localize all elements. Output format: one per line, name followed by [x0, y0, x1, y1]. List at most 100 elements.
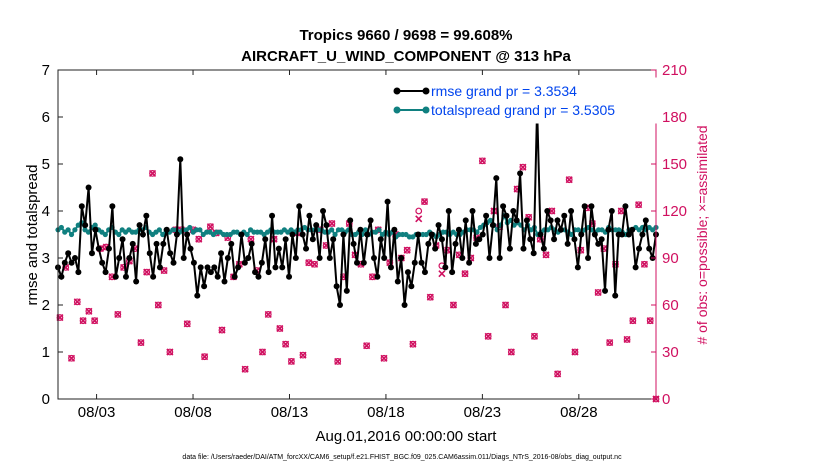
- obs-assimilated-marker: [646, 317, 654, 325]
- obs-assimilated-stroke: [195, 235, 203, 243]
- rmse-point: [343, 287, 350, 294]
- obs-assimilated-stroke: [571, 348, 579, 356]
- totalspread-point: [58, 224, 64, 231]
- rmse-point: [581, 203, 588, 210]
- rmse-point: [636, 245, 643, 252]
- obs-assimilated-marker: [409, 340, 417, 348]
- rmse-point: [238, 231, 245, 238]
- obs-assimilated-stroke: [137, 339, 145, 347]
- obs-assimilated-stroke: [536, 235, 544, 243]
- rmse-point: [370, 255, 377, 261]
- totalspread-point: [160, 231, 166, 238]
- obs-assimilated-marker: [334, 357, 342, 365]
- obs-assimilated-stroke: [478, 157, 486, 165]
- rmse-point: [82, 222, 89, 229]
- rmse-point: [88, 250, 95, 257]
- rmse-point: [163, 226, 170, 233]
- rmse-point: [99, 259, 106, 266]
- obs-assimilated-marker: [282, 340, 290, 348]
- y-tick-label-right: 210: [662, 62, 687, 79]
- y-tick-label-left: 4: [42, 203, 50, 220]
- rmse-point: [496, 255, 503, 261]
- rmse-point: [102, 269, 109, 276]
- obs-assimilated-stroke: [143, 268, 151, 276]
- rmse-point: [275, 245, 282, 252]
- obs-possible-marker: [594, 289, 602, 296]
- x-tick-label: 08/08: [174, 404, 212, 421]
- rmse-point: [557, 226, 564, 233]
- obs-assimilated-stroke: [380, 354, 388, 362]
- series-lines: [55, 104, 659, 308]
- obs-assimilated-stroke: [623, 335, 631, 344]
- obs-possible-marker: [299, 351, 307, 359]
- totalspread-point: [116, 231, 122, 238]
- rmse-point: [116, 255, 123, 261]
- rmse-point: [489, 222, 496, 229]
- obs-possible-marker: [160, 267, 168, 274]
- obs-assimilated-marker: [571, 348, 579, 356]
- rmse-point: [364, 231, 371, 238]
- rmse-point: [347, 217, 354, 224]
- obs-assimilated-marker: [73, 298, 81, 306]
- obs-assimilated-stroke: [67, 354, 76, 362]
- rmse-point: [187, 245, 194, 252]
- rmse-point: [483, 212, 490, 219]
- rmse-point: [303, 245, 310, 252]
- obs-possible-marker: [137, 339, 145, 347]
- rmse-point: [445, 208, 452, 214]
- x-tick-label: 08/28: [560, 404, 598, 421]
- legend-spread-marker-right: [422, 106, 430, 114]
- totalspread-point: [65, 227, 71, 233]
- legend-rmse-marker-right: [422, 87, 430, 95]
- obs-assimilated-stroke: [241, 365, 249, 373]
- rmse-point: [306, 212, 313, 219]
- totalspread-point: [362, 227, 369, 233]
- rmse-point: [510, 208, 517, 214]
- rmse-point: [432, 245, 439, 252]
- totalspread-point: [329, 227, 335, 233]
- rmse-point: [58, 273, 65, 280]
- obs-assimilated-stroke: [449, 301, 458, 309]
- rmse-point: [286, 273, 293, 280]
- totalspread-point: [487, 217, 494, 223]
- obs-assimilated-marker: [507, 348, 515, 356]
- legend: rmse grand pr = 3.3534 totalspread grand…: [391, 77, 657, 124]
- obs-assimilated-stroke: [420, 198, 429, 206]
- obs-assimilated-marker: [143, 268, 151, 276]
- rmse-point: [262, 236, 269, 243]
- obs-assimilated-marker: [461, 270, 469, 278]
- y-tick-label-left: 7: [42, 62, 50, 79]
- rmse-point: [190, 259, 197, 266]
- obs-assimilated-marker: [91, 317, 99, 325]
- rmse-point: [622, 203, 629, 210]
- rmse-point: [133, 278, 140, 285]
- obs-assimilated-marker: [542, 251, 550, 259]
- rmse-point: [184, 231, 191, 238]
- rmse-point: [411, 259, 418, 266]
- obs-assimilated-stroke: [507, 348, 515, 356]
- obs-assimilated-marker: [328, 219, 336, 228]
- obs-assimilated-marker: [449, 301, 458, 309]
- obs-possible-marker: [288, 358, 295, 365]
- rmse-point: [523, 217, 530, 224]
- rmse-point: [605, 226, 612, 233]
- rmse-point: [109, 203, 116, 210]
- x-tick-label: 08/13: [271, 404, 309, 421]
- obs-assimilated-stroke: [554, 370, 562, 378]
- obs-assimilated-stroke: [154, 301, 162, 309]
- rmse-point: [506, 245, 513, 252]
- obs-assimilated-marker: [218, 326, 226, 334]
- obs-possible-marker: [154, 301, 162, 309]
- rmse-point: [418, 259, 425, 266]
- obs-assimilated-marker: [426, 293, 434, 301]
- rmse-point: [119, 236, 126, 243]
- obs-assimilated-marker: [530, 332, 539, 340]
- rmse-point: [139, 231, 146, 238]
- rmse-point: [568, 208, 575, 214]
- obs-assimilated-stroke: [363, 342, 371, 350]
- rmse-point: [520, 245, 527, 252]
- obs-assimilated-stroke: [258, 348, 267, 356]
- rmse-point: [588, 203, 595, 210]
- rmse-point: [252, 269, 259, 276]
- obs-assimilated-marker: [287, 357, 295, 365]
